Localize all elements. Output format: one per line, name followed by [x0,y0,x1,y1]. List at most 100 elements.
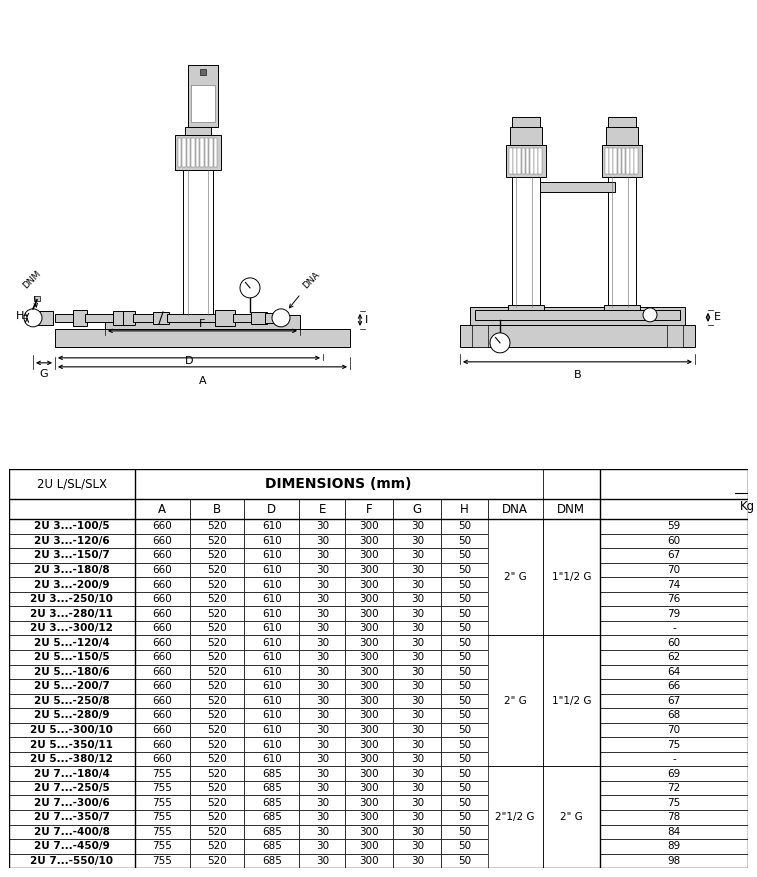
Bar [244,577,300,592]
Text: 2U 5...-380/12: 2U 5...-380/12 [30,754,114,764]
Bar [600,752,748,766]
Bar [300,709,345,723]
Bar [9,499,135,519]
Bar [543,738,600,752]
Bar [600,853,748,868]
Text: 685: 685 [262,798,282,808]
Bar [345,679,394,694]
Bar [190,519,244,533]
Text: 300: 300 [360,798,379,808]
Text: 30: 30 [316,551,329,560]
Bar [244,621,300,636]
Bar [394,606,441,621]
Bar [345,548,394,563]
Bar [190,548,244,563]
Bar [345,592,394,606]
Bar [626,148,630,174]
Text: 30: 30 [411,638,424,648]
Bar [600,606,748,621]
Bar [345,533,394,548]
Text: 30: 30 [411,609,424,618]
Bar [300,533,345,548]
Bar [508,305,544,315]
Bar [600,563,748,577]
Text: 2U 7...-250/5: 2U 7...-250/5 [34,783,110,793]
Bar [300,853,345,868]
Bar [543,548,600,563]
Bar [175,135,221,170]
Bar [183,170,213,315]
Text: 300: 300 [360,841,379,852]
Text: 520: 520 [207,652,227,662]
Bar [394,766,441,781]
Text: 660: 660 [152,681,173,691]
Text: 30: 30 [411,739,424,750]
Bar [244,563,300,577]
Bar [488,795,543,810]
Bar [441,679,488,694]
Bar [345,738,394,752]
Bar [538,148,542,174]
Bar [123,310,135,324]
Text: 2U 5...-200/7: 2U 5...-200/7 [34,681,110,691]
Text: 610: 610 [262,551,282,560]
Text: DIMENSIONS (mm): DIMENSIONS (mm) [266,477,412,491]
Text: 520: 520 [207,565,227,575]
Bar [543,606,600,621]
Text: 755: 755 [152,841,173,852]
Bar [345,636,394,650]
Bar [9,853,135,868]
Bar [540,182,615,192]
Text: 610: 610 [262,725,282,735]
Bar [394,636,441,650]
Text: 30: 30 [316,609,329,618]
Text: 300: 300 [360,681,379,691]
Bar [190,752,244,766]
Text: 30: 30 [316,536,329,545]
Text: 660: 660 [152,710,173,721]
Bar [600,533,748,548]
Text: 660: 660 [152,754,173,764]
Text: 84: 84 [668,827,681,837]
Text: 520: 520 [207,536,227,545]
Bar [190,795,244,810]
Text: 610: 610 [262,624,282,633]
Bar [244,795,300,810]
Bar [530,148,534,174]
Bar [394,621,441,636]
Text: 2U 5...-180/6: 2U 5...-180/6 [34,667,110,677]
Text: 300: 300 [360,594,379,604]
Bar [441,665,488,679]
Bar [190,499,244,519]
Bar [190,824,244,839]
Text: 610: 610 [262,565,282,575]
Text: 30: 30 [411,521,424,531]
Bar [190,533,244,548]
Text: 2U 5...-350/11: 2U 5...-350/11 [30,739,114,750]
Bar [345,723,394,738]
Bar [73,310,87,326]
Text: 50: 50 [458,827,471,837]
Bar [300,577,345,592]
Bar [488,519,543,533]
Text: 300: 300 [360,521,379,531]
Text: 685: 685 [262,827,282,837]
Bar [300,694,345,709]
Text: 1"1/2 G: 1"1/2 G [552,696,591,706]
Text: 755: 755 [152,827,173,837]
Bar [135,577,190,592]
Bar [190,781,244,795]
Text: 520: 520 [207,638,227,648]
Text: 30: 30 [316,841,329,852]
Bar [133,314,155,322]
Bar [9,795,135,810]
Text: DNA: DNA [289,270,321,308]
Text: E: E [714,312,721,323]
Text: 60: 60 [668,536,681,545]
Text: B: B [574,370,581,380]
Bar [441,577,488,592]
Bar [300,592,345,606]
Text: 30: 30 [411,624,424,633]
Text: 520: 520 [207,681,227,691]
Text: 300: 300 [360,725,379,735]
